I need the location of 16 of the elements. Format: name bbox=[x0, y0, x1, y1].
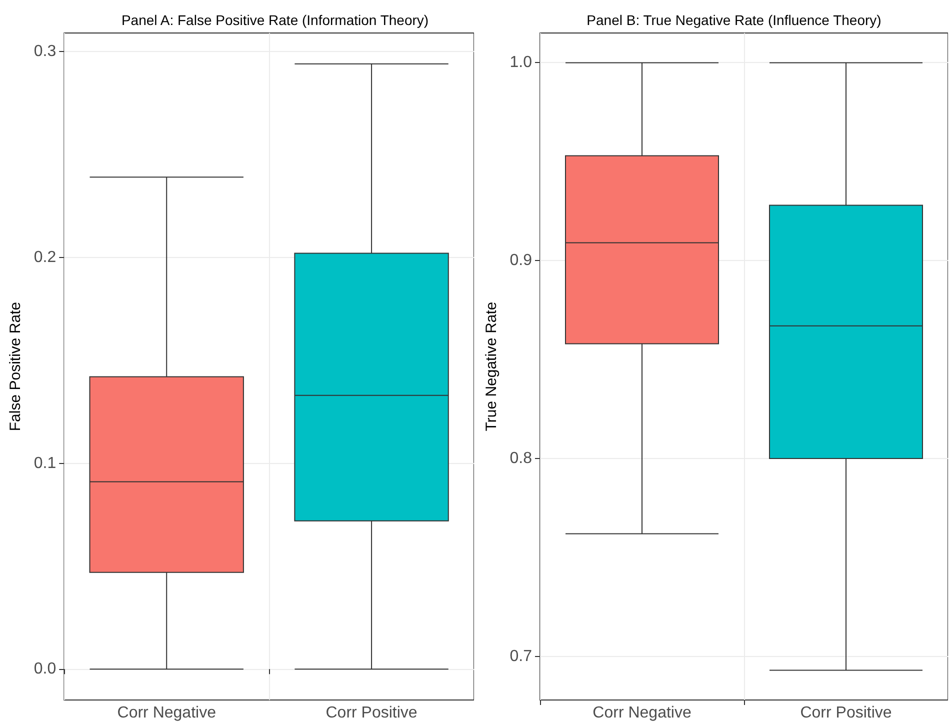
x-tick-label: Corr Negative bbox=[117, 704, 216, 722]
y-tick-label: 0.1 bbox=[34, 454, 56, 472]
y-tick-label: 0.2 bbox=[34, 248, 56, 266]
y-axis-title: True Negative Rate bbox=[482, 302, 500, 432]
x-tick-label: Corr Positive bbox=[800, 704, 892, 722]
y-tick-label: 0.0 bbox=[34, 660, 56, 678]
y-tick-label: 1.0 bbox=[510, 54, 532, 72]
y-axis-title: False Positive Rate bbox=[7, 302, 24, 432]
chart-title: Panel B: True Negative Rate (Influence Theory) bbox=[586, 12, 882, 28]
x-tick-label: Corr Positive bbox=[326, 704, 418, 722]
y-tick-label: 0.3 bbox=[34, 43, 56, 60]
y-tick-label: 0.8 bbox=[510, 450, 532, 468]
chart-title: Panel A: False Positive Rate (Information Theory) bbox=[121, 12, 429, 28]
x-tick-label: Corr Negative bbox=[592, 704, 692, 722]
y-tick-label: 0.9 bbox=[510, 252, 532, 270]
y-tick-label: 0.7 bbox=[510, 648, 532, 665]
